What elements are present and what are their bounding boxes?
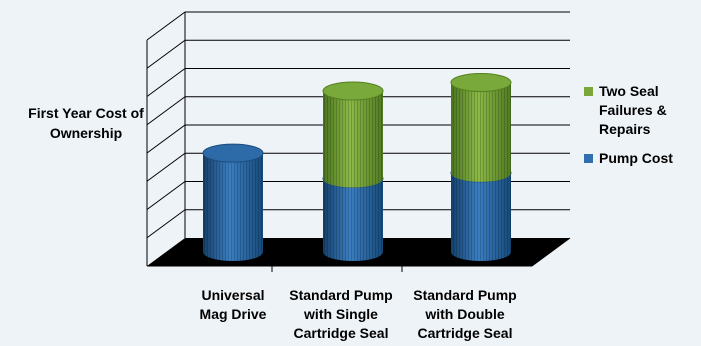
gridline-side [146, 11, 186, 41]
legend-label-line: Pump Cost [599, 150, 673, 166]
x-tick-line: Standard Pump [289, 287, 393, 303]
legend-item-seal-failures: Two Seal Failures & Repairs [584, 82, 696, 139]
gridline-side [146, 39, 186, 69]
x-tick-line: with Double [425, 306, 505, 322]
bar-pump-cost-1-top [202, 143, 264, 163]
gridline-side [146, 124, 186, 154]
bar-seal-failures-2-top [322, 81, 384, 101]
bar-seal-failures-3-top [450, 73, 512, 92]
legend-label-line: Failures & [599, 102, 667, 118]
legend: Two Seal Failures & Repairs Pump Cost [584, 82, 696, 178]
gridline-side [146, 209, 186, 239]
x-tick-line: with Single [304, 306, 378, 322]
x-tick-line: Universal [201, 287, 265, 303]
gridline-side [146, 152, 186, 182]
gridline-side [146, 68, 186, 97]
y-axis-label-line: First Year Cost of Ownership [28, 105, 144, 141]
gridline-side [146, 96, 186, 126]
floor-right-edge [531, 237, 571, 267]
legend-swatch-green [584, 87, 593, 96]
x-tick-label-double-seal: Standard Pump with Double Cartridge Seal [400, 286, 530, 343]
bar-pump-cost-1-texture [203, 153, 263, 261]
x-tick-line: Cartridge Seal [293, 325, 389, 341]
legend-label-line: Repairs [599, 121, 651, 137]
x-tick-label-single-seal: Standard Pump with Single Cartridge Seal [276, 286, 406, 343]
bar-seal-failures-3-texture [451, 82, 511, 182]
gridline-side [146, 181, 186, 210]
x-tick-line: Mag Drive [199, 306, 267, 322]
x-tick-line: Standard Pump [413, 287, 517, 303]
y-axis-label: First Year Cost of Ownership [26, 103, 146, 143]
legend-swatch-blue [584, 154, 593, 163]
bar-pump-cost-2-texture [323, 178, 383, 261]
legend-item-pump-cost: Pump Cost [584, 149, 696, 168]
bar-pump-cost-3-texture [451, 172, 511, 261]
bar-seal-failures-2-texture [323, 90, 383, 188]
x-tick-line: Cartridge Seal [417, 325, 513, 341]
legend-label-line: Two Seal [599, 83, 659, 99]
x-tick-label-mag-drive: Universal Mag Drive [168, 286, 298, 324]
